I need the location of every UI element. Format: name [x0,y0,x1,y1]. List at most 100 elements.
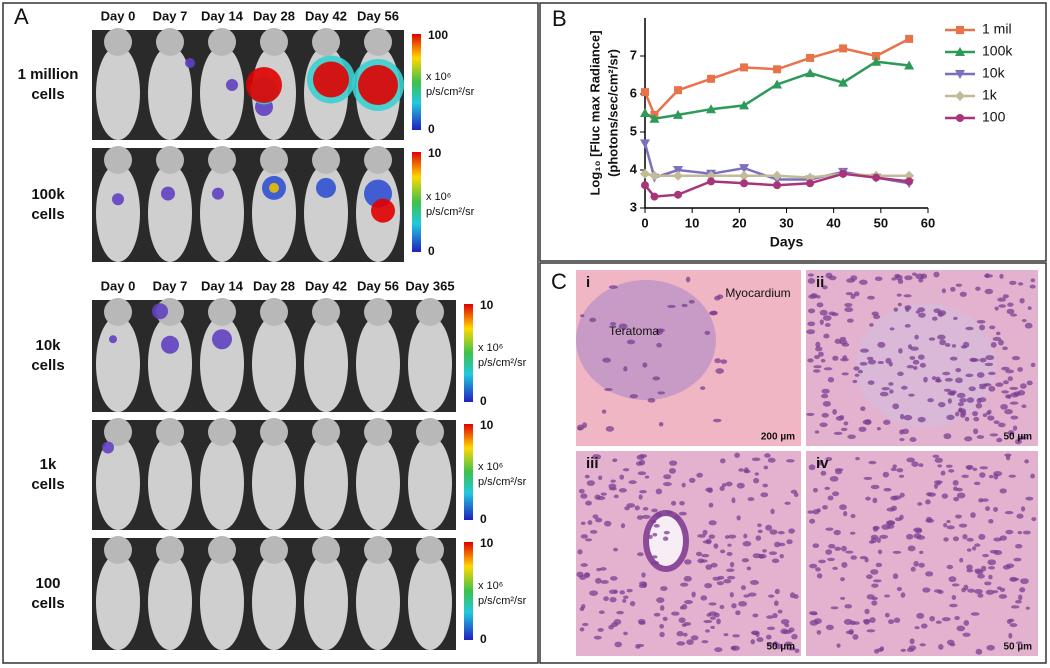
row-label: 100 [35,575,60,592]
mouse-head [364,28,392,56]
nucleus [663,530,670,535]
nucleus [623,595,629,600]
tissue-label: Teratoma [609,324,659,338]
nucleus [710,562,718,568]
nucleus [900,648,907,652]
nucleus [824,322,831,327]
nucleus [637,552,644,557]
nucleus [828,275,837,281]
nucleus [1010,415,1019,420]
nucleus [712,576,721,581]
nucleus [626,588,633,593]
nucleus [708,534,716,539]
nucleus [720,359,728,364]
nucleus [893,307,899,312]
nucleus [595,517,603,523]
nucleus [933,308,941,314]
mouse-body [356,554,400,650]
mouse-body [148,554,192,650]
nucleus [898,474,905,478]
nucleus [602,357,611,363]
nucleus [579,606,585,612]
tile-label: iii [586,455,599,472]
nucleus [973,481,981,486]
marker [706,170,717,181]
nucleus [988,385,996,392]
nucleus [753,477,760,484]
nucleus [642,362,648,368]
nucleus [667,304,676,308]
nucleus [740,585,747,591]
mouse-head [104,146,132,174]
nucleus [833,529,841,536]
nucleus [1020,578,1029,585]
nucleus [719,486,725,492]
nucleus [952,479,959,486]
nucleus [959,291,967,297]
nucleus [976,319,986,324]
nucleus [806,329,816,335]
nucleus [989,549,999,554]
nucleus [681,604,688,610]
nucleus [973,416,980,422]
nucleus [977,593,984,598]
nucleus [780,618,790,625]
nucleus [818,351,824,357]
mouse-head [312,298,340,326]
nucleus [611,622,619,628]
nucleus [962,533,968,540]
nucleus [988,574,993,580]
nucleus [953,486,958,491]
day-header: Day 56 [357,8,399,23]
nucleus [774,541,781,548]
nucleus [624,506,630,511]
nucleus [701,553,710,558]
colorbar-min: 0 [428,244,435,258]
nucleus [894,517,902,522]
nucleus [579,575,587,580]
nucleus [997,422,1006,428]
panel-b-frame [539,2,1047,262]
mouse-head [208,298,236,326]
nucleus [1018,282,1024,286]
nucleus [641,572,646,578]
nucleus [966,397,975,403]
nucleus [963,620,970,626]
colorbar [412,152,421,252]
nucleus [697,534,706,538]
nucleus [815,567,821,572]
mouse-body [408,554,452,650]
nucleus [696,472,703,478]
panel-a-frame [2,2,539,664]
nucleus [836,643,841,648]
nucleus [727,575,736,580]
nucleus [608,483,617,490]
day-header: Day 0 [101,278,136,293]
nucleus [911,461,919,468]
nucleus [906,533,914,540]
nucleus [885,357,892,364]
nucleus [597,628,604,632]
nucleus [876,537,881,543]
marker [641,181,649,190]
nucleus [731,497,736,504]
nucleus [967,588,975,593]
marker [640,108,650,117]
nucleus [891,277,896,281]
nucleus [954,616,960,621]
nucleus [918,312,926,318]
nucleus [946,414,955,421]
day-header: Day 7 [153,8,188,23]
nucleus [864,419,872,425]
nucleus [961,587,966,593]
nucleus [592,454,602,460]
nucleus [744,467,749,473]
nucleus [832,409,837,415]
nucleus [676,641,686,646]
nucleus [988,519,994,524]
nucleus [743,533,748,539]
marker [673,170,684,181]
nucleus [639,490,647,494]
nucleus [679,501,685,506]
mouse-head [312,536,340,564]
